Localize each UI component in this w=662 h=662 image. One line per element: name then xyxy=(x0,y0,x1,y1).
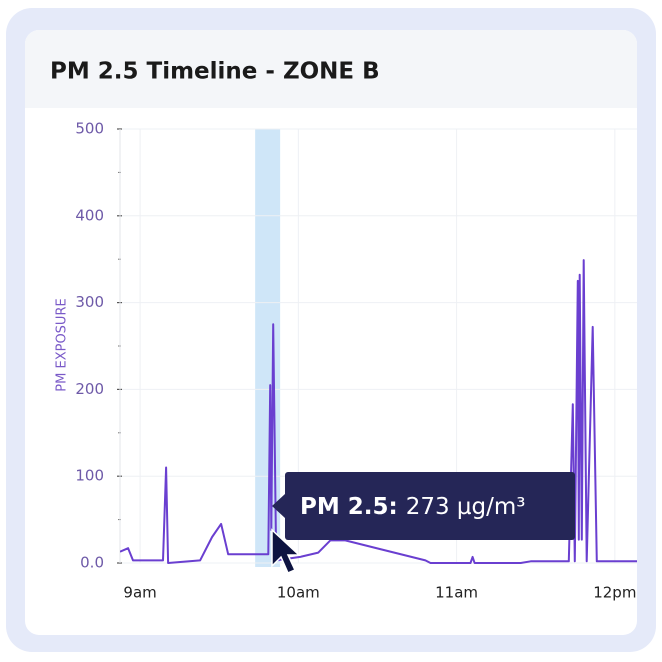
tooltip-text: PM 2.5: 273 µg/m³ xyxy=(300,494,526,520)
tooltip-value: 273 µg/m³ xyxy=(406,494,526,520)
x-tick-label: 10am xyxy=(277,584,320,602)
y-tick-label: 300 xyxy=(75,293,104,311)
y-axis-label: PM EXPOSURE xyxy=(55,298,70,391)
tooltip-box xyxy=(285,472,575,540)
data-line xyxy=(120,259,637,564)
tooltip-pointer xyxy=(272,494,285,518)
y-tick-label: 400 xyxy=(75,206,104,224)
x-tick-label: 9am xyxy=(123,584,156,602)
tooltip: PM 2.5: 273 µg/m³ xyxy=(272,472,575,540)
x-tick-label: 11am xyxy=(435,584,478,602)
y-tick-label: 500 xyxy=(75,120,104,138)
y-tick-label: 100 xyxy=(75,467,104,485)
tooltip-label: PM 2.5: xyxy=(300,494,398,520)
chart-title: PM 2.5 Timeline - ZONE B xyxy=(50,59,380,85)
card xyxy=(25,30,637,635)
y-tick-label: 200 xyxy=(75,380,104,398)
cursor xyxy=(271,528,301,574)
y-tick-label: 0.0 xyxy=(80,554,104,572)
card-header xyxy=(25,30,637,108)
plot: 0.0 100 200 300 400 500 9am 10am 11am 12pm xyxy=(75,120,637,602)
x-tick-label: 12pm xyxy=(593,584,636,602)
